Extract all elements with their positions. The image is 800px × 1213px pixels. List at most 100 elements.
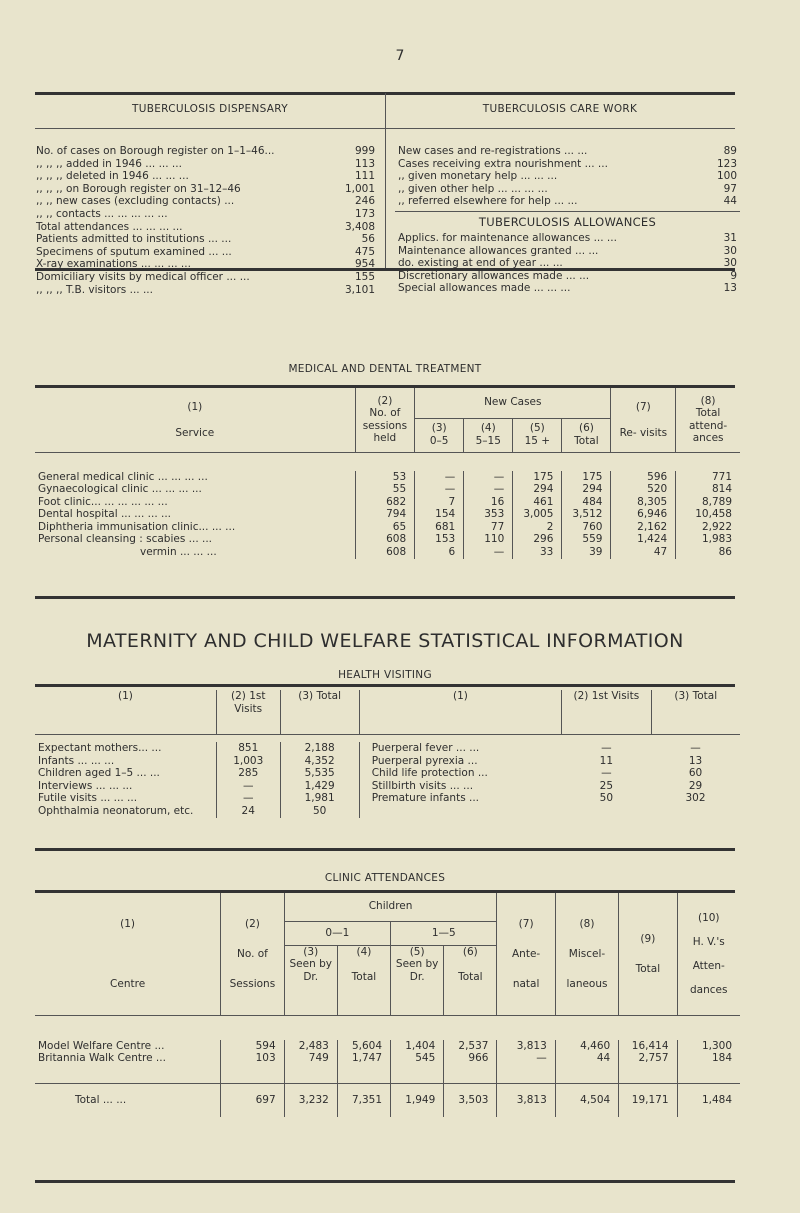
table-row: Diphtheria immunisation clinic... ... ..… — [35, 520, 740, 534]
table-row: Discretionary allowances made ... ... 9 — [395, 270, 740, 283]
table-cell: Puerperal fever ... ... — [358, 742, 562, 755]
table-cell: Specimens of sputum examined ... ... — [36, 245, 232, 258]
col-num: (2) — [244, 917, 260, 930]
tb-allowances-table: Applics. for maintenance allowances ... … — [395, 232, 740, 295]
table-row: do. existing at end of year ... ... 30 — [395, 257, 740, 270]
table-cell: 60 — [688, 767, 703, 780]
table-cell: 19,171 — [618, 1083, 678, 1118]
table-cell: 966 — [443, 1052, 497, 1065]
table-cell: 30 — [723, 257, 737, 270]
table-cell: 294 — [512, 483, 562, 496]
table-cell: — — [215, 792, 281, 805]
table-cell: Maintenance allowances granted ... ... — [398, 244, 599, 257]
table-cell: 24 — [215, 804, 281, 818]
table-cell: Model Welfare Centre ... — [38, 1039, 165, 1052]
table-row: X-ray examinations ... ... ... ... 954 — [33, 258, 378, 271]
table-cell: 2,757 — [618, 1052, 678, 1065]
table-cell: 246 — [354, 195, 375, 208]
table-row: Britannia Walk Centre ... 103 749 1,747 545 9… — [35, 1052, 740, 1065]
table-cell: 682 — [354, 495, 415, 509]
table-cell: 55 — [354, 483, 415, 496]
col-num: (8) — [700, 394, 716, 407]
table-cell: New cases and re-registrations ... ... — [398, 145, 588, 157]
col-antenatal: Ante- natal — [512, 947, 541, 990]
table-cell: Child life protection ... — [358, 767, 562, 780]
table-cell: 13 — [723, 282, 737, 295]
table-cell: 175 — [561, 470, 611, 484]
divider — [35, 734, 740, 735]
table-cell: ,, given monetary help ... ... ... — [398, 170, 558, 183]
table-cell: — — [601, 742, 612, 754]
table-row: General medical clinic ... ... ... ... 53… — [35, 470, 740, 484]
table-row: ,, ,, ,, T.B. visitors ... ... 3,101 — [33, 284, 378, 297]
table-cell: 681 — [414, 520, 464, 534]
table-row: ,, ,, ,, on Borough register on 31–12–46… — [33, 183, 378, 196]
col-num: (9) — [640, 932, 656, 945]
table-cell: 1,484 — [676, 1083, 740, 1118]
table-cell: 2 — [512, 520, 562, 534]
table-cell: ,, ,, ,, added in 1946 ... ... ... — [36, 157, 182, 170]
column-header: (3) Total — [279, 690, 360, 734]
table-row: ,, ,, contacts ... ... ... ... ... 173 — [33, 208, 378, 221]
table-cell: 56 — [361, 233, 375, 246]
col-5-15: 5–15 — [475, 435, 501, 447]
table-cell: 65 — [354, 520, 415, 534]
table-cell: 6 — [414, 546, 464, 559]
col-children: Children — [283, 893, 497, 922]
table-cell: 954 — [354, 258, 375, 271]
table-cell: Futile visits ... ... ... — [38, 792, 138, 805]
col-num: (1) — [120, 917, 136, 930]
table-row: ,, given other help ... ... ... ... 97 — [395, 183, 740, 196]
table-cell: 294 — [561, 483, 611, 496]
table-row: Dental hospital ... ... ... ... 794 154 353… — [35, 508, 740, 521]
table-cell: 3,232 — [283, 1083, 338, 1118]
table-cell: 173 — [354, 207, 375, 220]
col-num: (5) — [409, 945, 425, 958]
table-cell: 30 — [723, 244, 737, 257]
table-cell: 771 — [675, 470, 740, 484]
table-cell: 3,813 — [496, 1083, 556, 1118]
table-row: ,, given monetary help ... ... ... 100 — [395, 170, 740, 183]
table-row: Foot clinic... ... ... ... ... ... 682 7 16… — [35, 495, 740, 509]
table-cell: 520 — [610, 483, 676, 496]
table-cell: Foot clinic... ... ... ... ... ... — [38, 495, 168, 508]
table-cell: ,, given other help ... ... ... ... — [398, 182, 548, 195]
table-cell: 29 — [688, 779, 703, 792]
tb-dispensary-table: No. of cases on Borough register on 1–1–… — [33, 145, 378, 296]
table-cell: 86 — [675, 546, 740, 559]
column-header: (1) — [118, 690, 133, 702]
table-cell: 1,949 — [390, 1083, 444, 1118]
column-header: (2) 1st Visits — [561, 690, 652, 734]
col-miscellaneous: Miscel- laneous — [566, 947, 608, 990]
table-cell: 4,504 — [554, 1083, 619, 1118]
table-cell: 10,458 — [675, 508, 740, 521]
table-cell: 44 — [723, 195, 737, 208]
table-cell: ,, ,, ,, on Borough register on 31–12–46 — [36, 182, 241, 195]
col-total: Total — [458, 970, 483, 983]
table-cell: Expectant mothers... ... — [38, 742, 162, 754]
table-cell: Patients admitted to institutions ... ..… — [36, 233, 232, 246]
table-cell: 1,981 — [279, 792, 360, 805]
table-cell: — — [463, 483, 513, 496]
table-row: Ophthalmia neonatorum, etc. 24 50 — [35, 804, 740, 818]
table-cell: 4,352 — [279, 754, 360, 768]
table-cell: ,, ,, new cases (excluding contacts) ... — [36, 195, 235, 208]
table-cell: 1,404 — [390, 1039, 444, 1053]
table-cell: 851 — [215, 742, 281, 755]
table-row: Specimens of sputum examined ... ... 475 — [33, 246, 378, 259]
table-cell: 53 — [354, 470, 415, 484]
table-row: Interviews ... ... ... —1,429 Stillbirth v… — [35, 779, 740, 793]
table-cell: 89 — [723, 145, 737, 157]
table-cell: Puerperal pyrexia ... — [358, 754, 562, 768]
col-num: (5) — [529, 422, 545, 435]
table-cell: 285 — [215, 767, 281, 780]
table-cell: 154 — [414, 508, 464, 521]
divider — [35, 890, 735, 893]
table-cell: 3,512 — [561, 508, 611, 521]
table-cell: — — [463, 470, 513, 484]
table-cell: vermin ... ... ... — [140, 546, 217, 559]
table-cell: 296 — [512, 533, 562, 547]
table-cell — [651, 805, 740, 818]
table-cell: 8,789 — [675, 495, 740, 509]
